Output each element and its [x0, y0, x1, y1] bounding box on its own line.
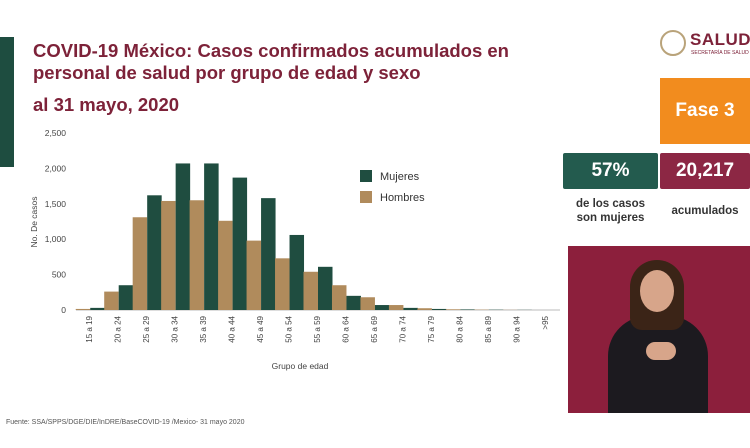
- x-tick-label: 70 a 74: [398, 315, 407, 342]
- bar-mujeres: [460, 309, 475, 310]
- bar-mujeres: [175, 163, 191, 310]
- bar-hombres: [104, 291, 119, 310]
- bar-mujeres: [431, 308, 447, 310]
- x-tick-label: 40 a 44: [228, 315, 237, 342]
- women-caption-line-2: son mujeres: [576, 212, 645, 224]
- y-tick-label: 1,500: [45, 199, 67, 209]
- bar-hombres: [275, 258, 290, 310]
- bar-mujeres: [289, 234, 305, 310]
- x-axis-label: Grupo de edad: [272, 361, 329, 371]
- title-line-2: personal de salud por grupo de edad y se…: [33, 62, 421, 83]
- slide-title: COVID-19 México: Casos confirmados acumu…: [33, 40, 593, 84]
- bar-hombres: [303, 271, 318, 310]
- y-tick-label: 1,000: [45, 234, 67, 244]
- interpreter-hand: [646, 342, 676, 360]
- accent-bar: [0, 37, 14, 167]
- bar-mujeres: [90, 307, 105, 310]
- x-tick-label: 80 a 84: [455, 315, 464, 342]
- phase-badge: Fase 3: [660, 78, 750, 144]
- total-cases-caption: acumulados: [671, 205, 739, 217]
- x-tick-label: 85 a 89: [484, 315, 493, 342]
- bar-mujeres: [204, 163, 219, 310]
- x-tick-label: 75 a 79: [427, 315, 436, 342]
- logo-text: SALUD: [690, 30, 750, 49]
- bar-mujeres: [232, 177, 248, 310]
- women-percent-badge: 57%: [563, 153, 658, 189]
- slide-date: al 31 mayo, 2020: [33, 94, 180, 115]
- x-tick-label: 25 a 29: [142, 315, 151, 342]
- bar-mujeres: [403, 307, 418, 310]
- legend-swatch-mujeres: [360, 170, 372, 182]
- x-tick-label: >95: [541, 315, 550, 329]
- total-cases-badge: 20,217: [660, 153, 750, 189]
- x-tick-label: 90 a 94: [512, 315, 521, 342]
- x-tick-label: 60 a 64: [341, 315, 350, 342]
- bar-mujeres: [147, 195, 162, 310]
- source-note: Fuente: SSA/SPPS/DGE/DIE/InDRE/BaseCOVID…: [6, 419, 245, 426]
- bar-mujeres: [318, 266, 333, 310]
- interpreter-face: [640, 270, 674, 312]
- logo-subtext: SECRETARÍA DE SALUD: [691, 50, 749, 56]
- x-tick-label: 35 a 39: [199, 315, 208, 342]
- x-tick-label: 65 a 69: [370, 315, 379, 342]
- bar-mujeres: [346, 295, 361, 310]
- bar-hombres: [331, 285, 347, 310]
- bar-hombres: [388, 305, 404, 310]
- y-tick-label: 500: [52, 270, 66, 280]
- bar-hombres: [161, 200, 176, 310]
- y-tick-label: 2,500: [45, 128, 67, 138]
- salud-logo: SALUD SECRETARÍA DE SALUD: [660, 30, 750, 60]
- bar-hombres: [218, 220, 233, 310]
- legend-swatch-hombres: [360, 191, 372, 203]
- bar-hombres: [417, 308, 432, 310]
- bar-hombres: [132, 217, 148, 310]
- women-percent-caption: de los casos son mujeres: [563, 197, 658, 225]
- title-line-1: COVID-19 México: Casos confirmados acumu…: [33, 40, 509, 61]
- sign-language-video: [568, 246, 750, 413]
- bar-hombres: [246, 240, 262, 310]
- y-tick-label: 0: [61, 305, 66, 315]
- women-caption-line-1: de los casos: [575, 198, 646, 210]
- interpreter-body: [608, 316, 708, 413]
- y-axis-label: No. De casos: [29, 196, 39, 247]
- x-tick-label: 30 a 34: [171, 315, 180, 342]
- legend-label-mujeres: Mujeres: [380, 171, 420, 183]
- x-tick-label: 45 a 49: [256, 315, 265, 342]
- bar-hombres: [189, 200, 205, 310]
- bar-hombres: [360, 297, 375, 310]
- x-tick-label: 50 a 54: [285, 315, 294, 342]
- bar-mujeres: [118, 285, 134, 310]
- y-tick-label: 2,000: [45, 163, 67, 173]
- bar-mujeres: [374, 305, 390, 310]
- x-tick-label: 15 a 19: [85, 315, 94, 342]
- legend-label-hombres: Hombres: [380, 192, 425, 204]
- bar-chart: 0 500 1,000 1,500 2,000 2,500 15 a 19 20 a 24 25…: [29, 128, 560, 371]
- seal-icon: [660, 30, 686, 56]
- bar-hombres: [75, 308, 91, 310]
- x-tick-label: 20 a 24: [114, 315, 123, 342]
- bar-mujeres: [261, 198, 276, 310]
- x-tick-label: 55 a 59: [313, 315, 322, 342]
- bar-hombres: [445, 309, 461, 310]
